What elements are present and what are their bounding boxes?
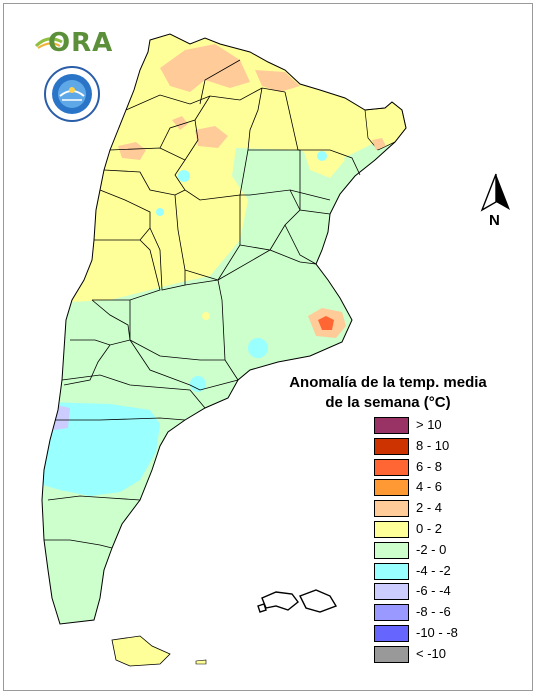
legend-title: Anomalía de la temp. media de la semana …	[285, 373, 491, 413]
legend-label: < -10	[416, 645, 446, 661]
legend-label: 8 - 10	[416, 437, 450, 453]
north-arrow-label: N	[489, 212, 500, 229]
zone-warm-2-4-north	[160, 44, 250, 92]
legend-swatch	[374, 417, 409, 434]
smn-seal-logo	[44, 66, 100, 122]
staten-island	[195, 659, 207, 665]
figure-frame	[3, 3, 533, 691]
legend-title-line1: Anomalía de la temp. media	[289, 374, 487, 391]
legend-swatch	[374, 437, 409, 455]
legend-swatch	[374, 604, 409, 622]
zone-warm-2-4-west	[118, 142, 146, 160]
legend-label: -10 - -8	[416, 625, 458, 640]
legend-label: -2 - 0	[416, 541, 447, 557]
north-arrow: N	[480, 172, 514, 232]
province-borders	[41, 33, 407, 625]
malvinas-islands	[257, 589, 338, 613]
legend-swatch	[374, 562, 409, 580]
ora-swoosh-icon	[34, 37, 63, 49]
legend-label: 6 - 8	[416, 458, 443, 474]
north-arrow-icon	[480, 173, 510, 212]
legend-swatch	[374, 500, 409, 518]
legend-label: -6 - -4	[416, 583, 451, 599]
legend-swatch	[374, 521, 409, 538]
zone-cold-spot-5	[317, 151, 327, 161]
zone-hot-6-8	[318, 316, 334, 330]
legend-swatch	[374, 479, 409, 497]
zone-warm-2-4-tucuman	[195, 126, 228, 148]
legend-label: -8 - -6	[416, 604, 451, 620]
legend-label: 2 - 4	[416, 500, 443, 516]
legend-swatch	[374, 458, 409, 476]
legend-label: > 10	[416, 417, 442, 432]
zone-warm-0-2-nw	[80, 200, 235, 300]
legend-title-line2: de la semana (°C)	[325, 394, 451, 411]
legend-swatch	[374, 583, 409, 601]
zone-warm-2-4-salta	[172, 116, 188, 130]
zone-cold-m4-m2-patagonia	[42, 402, 160, 496]
zone-cold-spot-2	[190, 376, 206, 392]
zone-cold-spot-3	[178, 170, 190, 182]
zone-warm-spot-2	[123, 209, 133, 219]
legend-swatch	[374, 541, 409, 559]
zone-cold-spot-4	[156, 208, 164, 216]
legend-label: 0 - 2	[416, 521, 443, 536]
ora-logo-text: ORA	[48, 28, 114, 58]
zone-cold-m6-m4	[52, 404, 70, 430]
legend-swatch	[374, 625, 409, 642]
legend-label: -4 - -2	[416, 562, 451, 578]
ora-logo: ORA	[34, 28, 112, 58]
misiones-warm	[372, 138, 386, 150]
zone-cold-spot-1	[248, 338, 268, 358]
zone-warm-spot-1	[202, 312, 210, 320]
legend-label: 4 - 6	[416, 479, 443, 495]
tierra-del-fuego	[111, 635, 171, 667]
zone-warm-2-4-ne	[255, 70, 300, 92]
legend-swatch	[374, 645, 409, 663]
